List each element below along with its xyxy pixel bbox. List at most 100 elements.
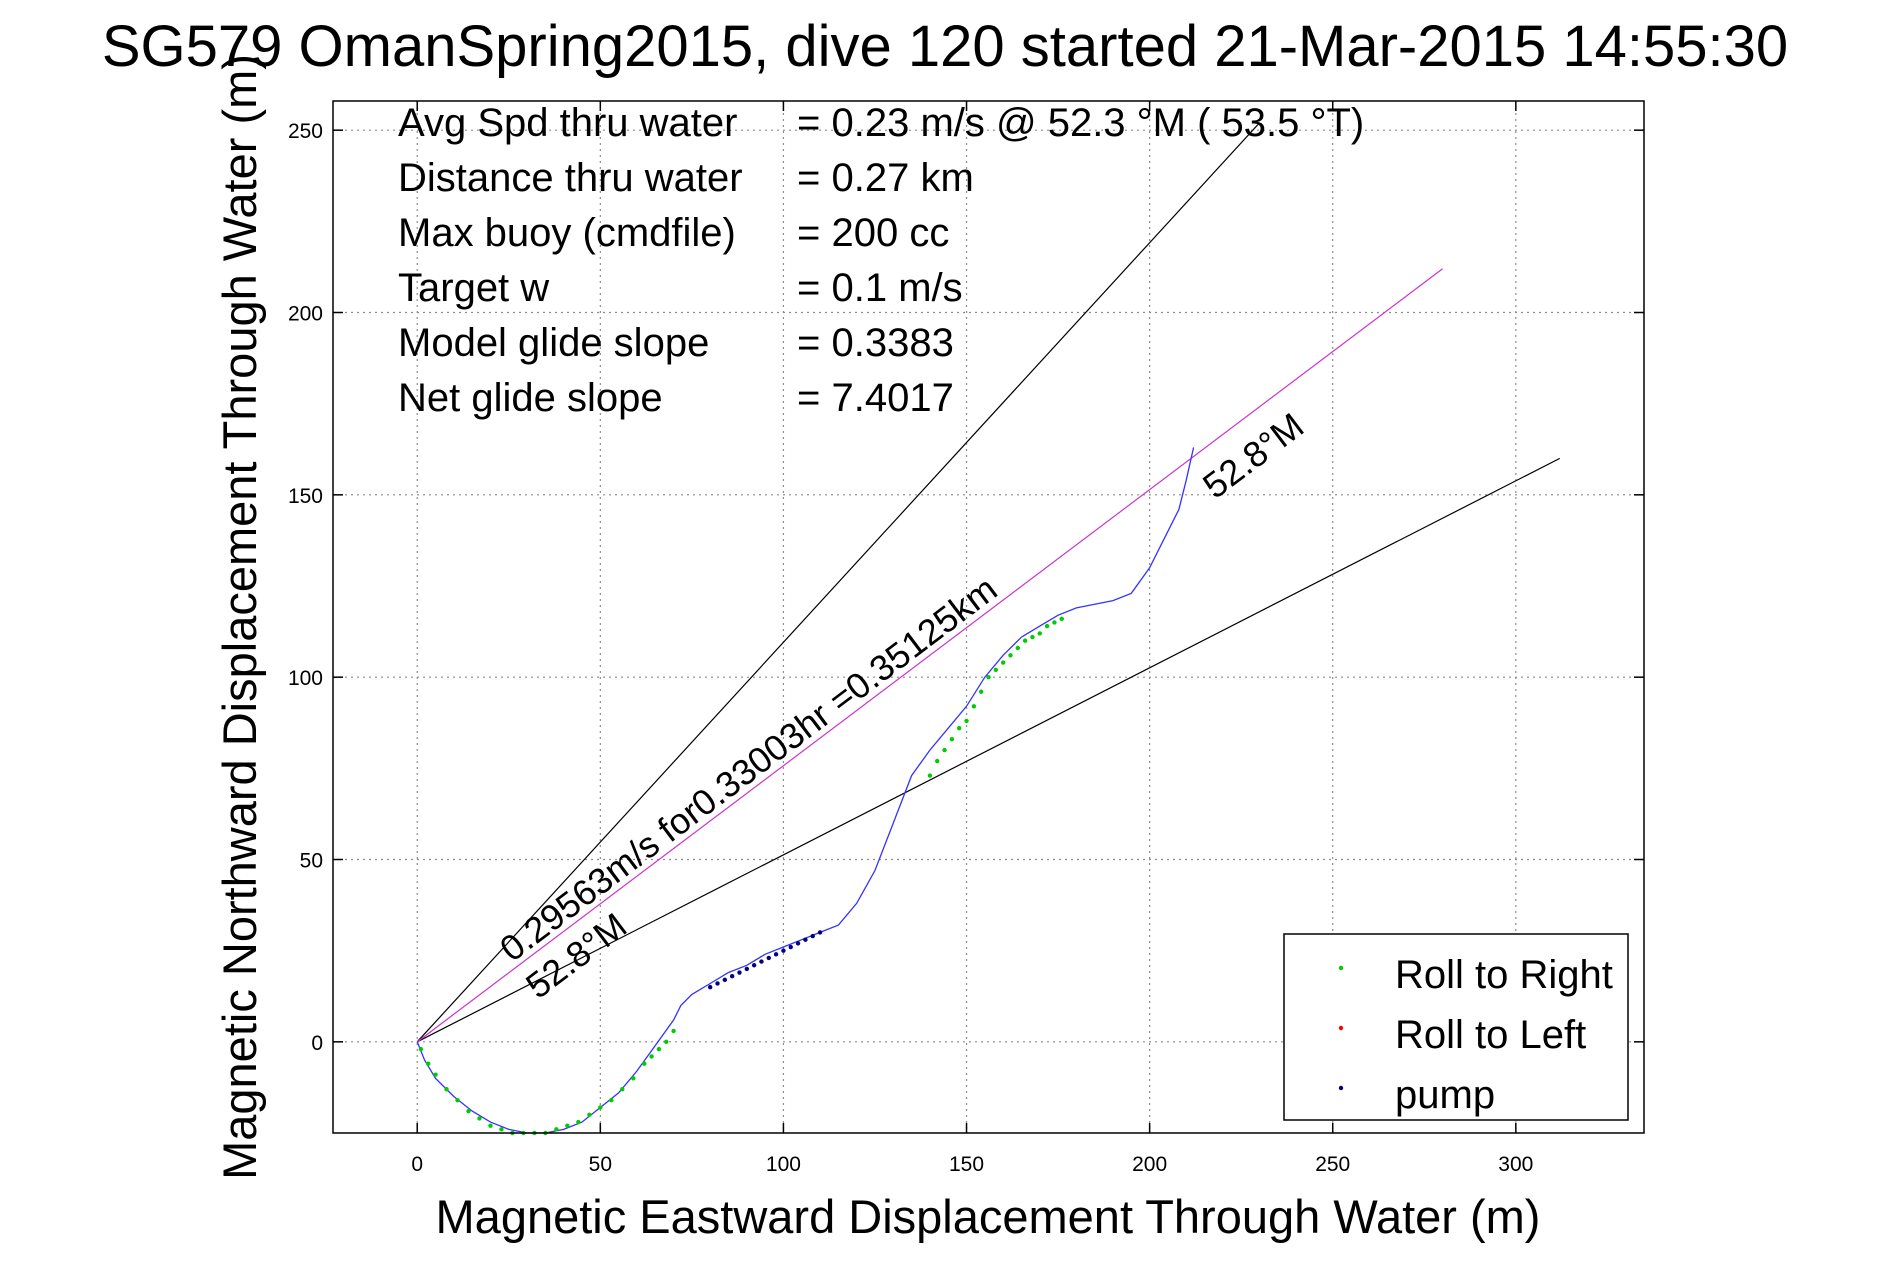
info-label-1: Distance thru water [398, 156, 743, 200]
roll-to-right-point-32 [971, 704, 977, 709]
legend-marker-pump [1338, 1085, 1344, 1091]
y-axis-label: Magnetic Northward Displacement Through … [213, 54, 266, 1180]
info-value-0: = 0.23 m/s @ 52.3 °M ( 53.5 °T) [797, 101, 1364, 145]
roll-to-right-point-35 [993, 667, 999, 673]
roll-to-right-point-30 [957, 726, 962, 731]
pump-point-2 [722, 977, 728, 983]
roll-to-right-point-15 [576, 1119, 581, 1125]
roll-to-right-point-22 [649, 1054, 654, 1059]
y-tick-label-4: 200 [288, 303, 323, 326]
roll-to-right-point-37 [1008, 653, 1013, 658]
roll-to-right-point-8 [499, 1127, 504, 1132]
reference-line-2 [416, 268, 1443, 1043]
reference-line-0 [416, 122, 1260, 1043]
roll-to-right-point-21 [642, 1061, 647, 1066]
info-value-3: = 0.1 m/s [797, 266, 963, 310]
roll-to-right-point-25 [671, 1028, 676, 1034]
x-tick-label-3: 150 [949, 1153, 984, 1176]
info-label-5: Net glide slope [398, 376, 663, 420]
roll-to-right-point-0 [418, 1046, 424, 1052]
info-label-4: Model glide slope [398, 321, 709, 365]
pump-point-9 [773, 952, 779, 957]
info-label-0: Avg Spd thru water [398, 101, 737, 145]
legend-label-roll-right: Roll to Right [1395, 953, 1613, 997]
x-tick-label-2: 100 [766, 1153, 801, 1176]
x-tick-label-5: 250 [1315, 1153, 1350, 1176]
pump-point-13 [803, 937, 808, 942]
roll-to-right-point-26 [927, 773, 933, 778]
roll-to-right-point-42 [1044, 623, 1050, 629]
reference-lines [416, 122, 1561, 1043]
roll-to-right-point-23 [656, 1046, 662, 1052]
roll-to-right-point-16 [587, 1112, 592, 1117]
legend-label-pump: pump [1395, 1073, 1495, 1117]
pump-point-5 [744, 966, 750, 972]
roll-to-right-point-6 [477, 1116, 482, 1121]
pump-point-14 [810, 933, 815, 939]
x-tick-label-4: 200 [1132, 1153, 1167, 1176]
pump-point-10 [781, 948, 786, 953]
x-tick-label-0: 0 [411, 1153, 423, 1176]
legend-marker-roll-right [1338, 965, 1344, 971]
track-line [416, 447, 1195, 1134]
roll-to-right-point-19 [620, 1087, 625, 1092]
series-points [418, 616, 1064, 1136]
roll-to-right-point-40 [1030, 634, 1035, 640]
roll-to-right-point-34 [986, 674, 991, 680]
roll-to-right-point-31 [964, 718, 969, 724]
roll-to-right-point-3 [444, 1087, 449, 1092]
info-block: Avg Spd thru water = 0.23 m/s @ 52.3 °M (… [398, 101, 1364, 420]
pump-point-15 [817, 930, 823, 935]
x-tick-label-6: 300 [1498, 1153, 1533, 1176]
y-tick-label-2: 100 [288, 667, 323, 690]
pump-point-7 [759, 959, 764, 964]
roll-to-right-point-38 [1015, 645, 1020, 651]
info-label-3: Target w [398, 266, 549, 310]
pump-point-12 [795, 941, 801, 946]
roll-to-right-point-1 [426, 1061, 431, 1066]
roll-to-right-point-7 [488, 1123, 493, 1128]
info-value-4: = 0.3383 [797, 321, 954, 365]
roll-to-right-point-14 [565, 1123, 570, 1128]
roll-to-right-point-20 [631, 1076, 636, 1081]
roll-to-right-point-4 [455, 1097, 460, 1103]
roll-to-right-point-28 [942, 747, 947, 753]
roll-to-right-point-13 [554, 1127, 559, 1132]
info-value-5: = 7.4017 [797, 376, 954, 420]
pump-point-0 [707, 984, 713, 990]
roll-to-right-point-17 [598, 1105, 603, 1110]
annotation-speed: 0.29563m/s for0.33003hr =0.35125km [492, 568, 1004, 970]
info-value-2: = 200 cc [797, 211, 949, 255]
y-tick-label-3: 150 [288, 485, 323, 508]
track-layer [416, 447, 1195, 1134]
roll-to-right-point-2 [433, 1072, 438, 1077]
info-label-2: Max buoy (cmdfile) [398, 211, 736, 255]
legend-label-roll-left: Roll to Left [1395, 1013, 1586, 1057]
roll-to-right-point-44 [1059, 616, 1064, 622]
x-tick-label-1: 50 [589, 1153, 612, 1176]
reference-line-1 [416, 457, 1561, 1043]
pump-point-1 [715, 981, 720, 986]
tick-layer: 0 50 100 150 200 250 300 0 50 100 150 200 250 [288, 101, 1644, 1176]
annotation-heading-right: 52.8°M [1195, 405, 1311, 507]
y-tick-label-0: 0 [311, 1032, 323, 1055]
roll-to-right-point-33 [978, 689, 984, 694]
info-value-1: = 0.27 km [797, 156, 974, 200]
pump-point-11 [788, 944, 793, 950]
chart-title: SG579 OmanSpring2015, dive 120 started 2… [102, 14, 1788, 79]
y-tick-label-5: 250 [288, 120, 323, 143]
roll-to-right-point-39 [1022, 638, 1028, 643]
roll-to-right-point-41 [1037, 631, 1042, 636]
roll-to-right-point-36 [1000, 660, 1006, 665]
roll-to-right-point-27 [935, 758, 940, 764]
pump-point-8 [766, 955, 771, 961]
y-tick-label-1: 50 [300, 850, 323, 873]
plot-frame [332, 100, 1645, 1134]
roll-to-right-point-29 [949, 736, 955, 742]
roll-to-right-point-43 [1052, 620, 1057, 625]
legend: Roll to Right Roll to Left pump [1283, 933, 1629, 1121]
pump-point-6 [751, 963, 757, 968]
roll-to-right-point-5 [466, 1108, 471, 1114]
roll-to-right-point-24 [664, 1039, 669, 1045]
